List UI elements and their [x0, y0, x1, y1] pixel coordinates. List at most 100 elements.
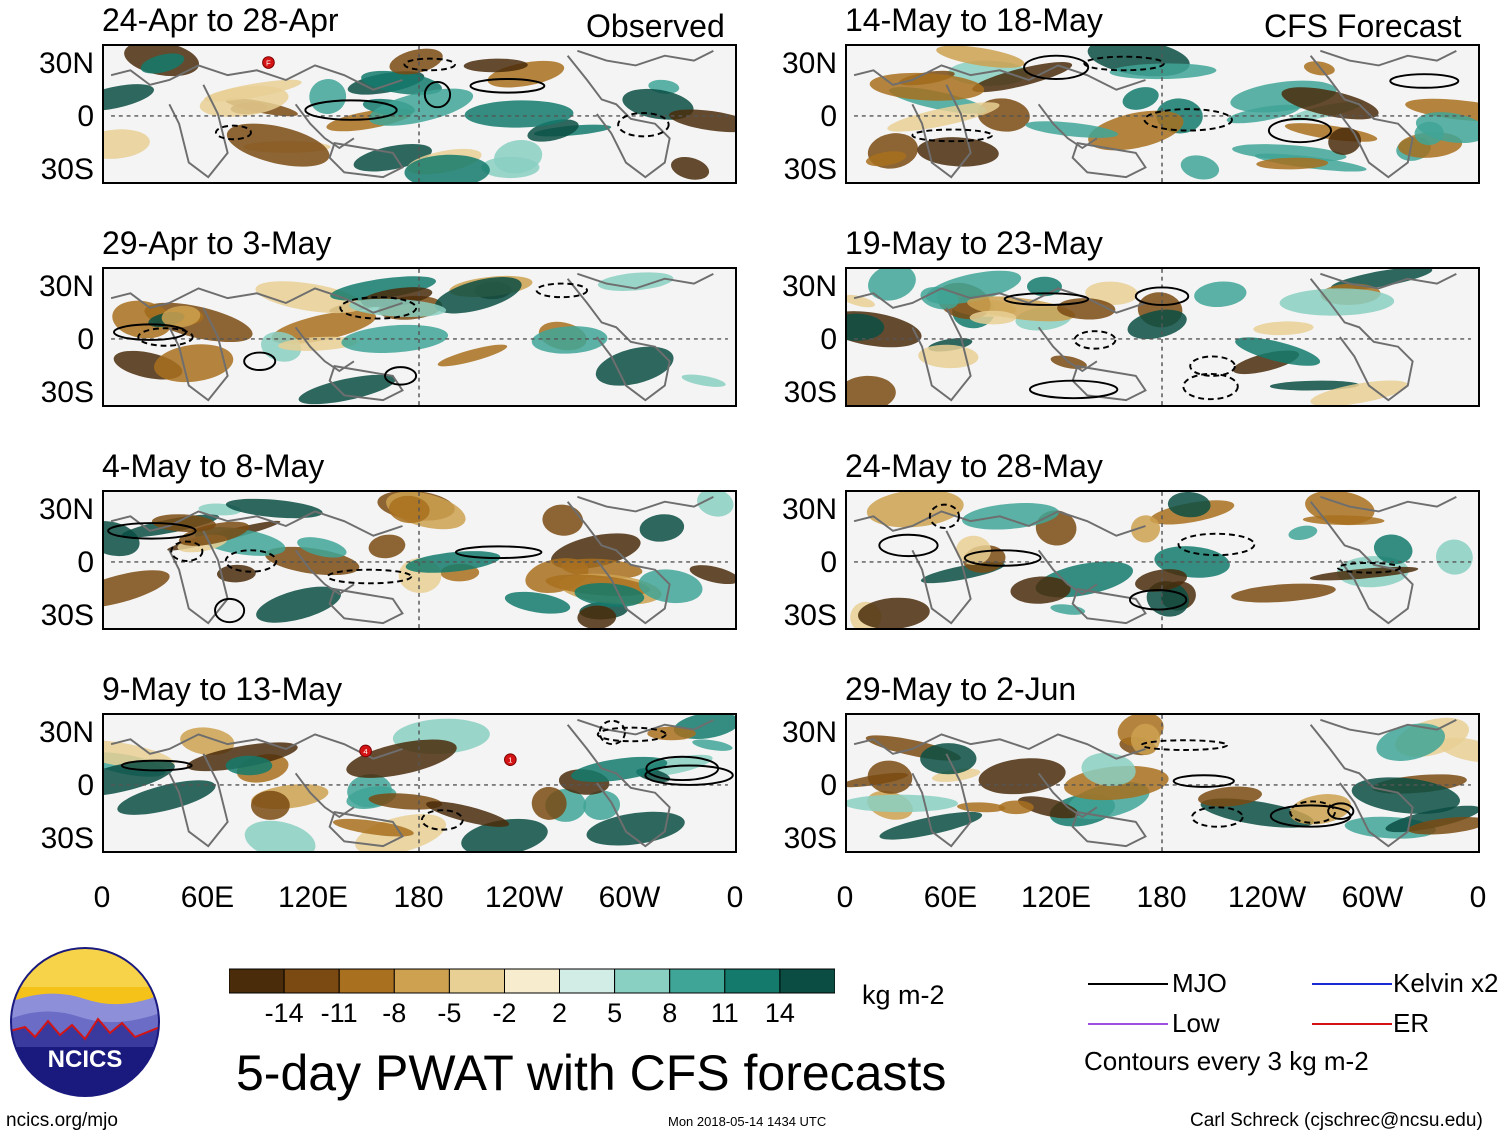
map-panel-1: F: [102, 44, 737, 184]
coastline: [566, 724, 671, 848]
anomaly-blob: [542, 504, 584, 536]
x-axis-label: 120E: [1020, 881, 1092, 914]
anomaly-blob: [1127, 309, 1187, 340]
coastline: [168, 84, 229, 179]
x-axis-label: 60W: [1341, 881, 1404, 914]
storm-marker: F: [262, 56, 275, 69]
colorbar-swatch: [614, 968, 671, 994]
anomaly-blob: [161, 305, 201, 328]
anomaly-blob: [297, 537, 347, 558]
main-title: 5-day PWAT with CFS forecasts: [236, 1045, 947, 1101]
anomaly-blob: [361, 70, 442, 95]
anomaly-blob: [330, 276, 436, 301]
mjo-contour: [403, 57, 456, 72]
anomaly-blob: [583, 790, 621, 820]
anomaly-blob: [494, 139, 543, 174]
anomaly-blob: [639, 514, 685, 542]
anomaly-blob: [865, 151, 907, 167]
x-axis-label: 120E: [277, 881, 349, 914]
coastline: [328, 588, 404, 625]
map-panel-2: [102, 267, 737, 407]
coastline: [1071, 588, 1147, 625]
coastline: [110, 64, 403, 91]
x-axis-label: 180: [1136, 881, 1187, 914]
mjo-contour: [1389, 73, 1460, 89]
anomaly-blob: [977, 98, 1030, 132]
svg-text:1: 1: [508, 756, 512, 765]
anomaly-blob: [256, 586, 341, 623]
mjo-contour: [224, 549, 278, 573]
coastline: [853, 510, 1146, 537]
anomaly-blob: [244, 820, 316, 851]
anomaly-blob: [1226, 104, 1300, 124]
colorbar-tick: -2: [492, 998, 517, 1028]
anomaly-blob: [463, 58, 528, 73]
anomaly-blob: [278, 336, 358, 351]
anomaly-blob: [151, 514, 216, 532]
pwat-anomaly-map: 41: [102, 713, 737, 853]
anomaly-blob: [216, 564, 256, 583]
anomaly-blob: [353, 143, 432, 172]
panel-date-title: 29-May to 2-Jun: [845, 671, 1077, 707]
y-axis-label: 30N: [38, 47, 94, 80]
anomaly-blob: [868, 269, 916, 301]
mjo-contour: [469, 78, 546, 94]
anomaly-blob: [1436, 539, 1473, 575]
anomaly-blob: [1085, 281, 1138, 305]
panel-date-title: 4-May to 8-May: [102, 448, 325, 484]
anomaly-blob: [117, 780, 216, 815]
mjo-contour: [304, 99, 398, 121]
map-panel-7: [845, 490, 1480, 630]
coastline: [566, 55, 671, 179]
coastline: [1320, 718, 1457, 736]
pwat-anomaly-map: [845, 713, 1480, 853]
mjo-contour: [1172, 774, 1235, 788]
mjo-contour: [1336, 561, 1401, 574]
colorbar-swatch: [229, 968, 285, 994]
anomaly-blob: [1310, 380, 1409, 405]
mjo-contour: [420, 809, 464, 831]
mjo-contour: [596, 726, 667, 743]
anomaly-blob: [225, 498, 323, 519]
coastline: [1071, 142, 1147, 179]
anomaly-blob: [967, 296, 1076, 322]
anomaly-blob: [1122, 87, 1159, 110]
coastline: [853, 733, 1146, 760]
anomaly-blob: [140, 53, 185, 74]
colorbar-tick: 5: [607, 998, 623, 1028]
mjo-contour: [137, 327, 194, 347]
coastline: [911, 753, 972, 848]
y-axis-label: 30N: [38, 716, 94, 749]
coastline: [566, 501, 671, 625]
x-axis-label: 180: [393, 881, 444, 914]
anomaly-blob: [847, 772, 909, 788]
y-axis-label: 0: [77, 100, 94, 133]
anomaly-blob: [464, 100, 574, 128]
anomaly-blob: [250, 790, 290, 820]
svg-text:4: 4: [363, 747, 368, 756]
anomaly-blob: [389, 48, 443, 75]
mjo-contour: [454, 545, 543, 560]
anomaly-blob: [597, 272, 674, 291]
anomaly-blob: [1180, 155, 1220, 180]
anomaly-blob: [1279, 288, 1395, 316]
anomaly-blob: [104, 570, 170, 609]
anomaly-blob: [1328, 127, 1362, 155]
mjo-contour: [120, 759, 193, 772]
y-axis-label: 30S: [40, 376, 94, 409]
mjo-contour: [1073, 330, 1117, 350]
y-axis-label: 0: [77, 769, 94, 802]
anomaly-blob: [847, 794, 958, 813]
y-axis-label: 30S: [40, 822, 94, 855]
coastline: [911, 84, 972, 179]
anomaly-blob: [1309, 566, 1419, 581]
footer-url[interactable]: ncics.org/mjo: [6, 1110, 118, 1131]
colorbar-tick: 8: [662, 998, 678, 1028]
coastline: [566, 278, 671, 402]
coastline: [577, 272, 714, 290]
mjo-contour: [243, 351, 277, 371]
anomaly-blob: [180, 727, 235, 756]
coastline: [911, 307, 972, 402]
colorbar-swatch: [559, 968, 616, 994]
mjo-contour: [339, 296, 418, 320]
